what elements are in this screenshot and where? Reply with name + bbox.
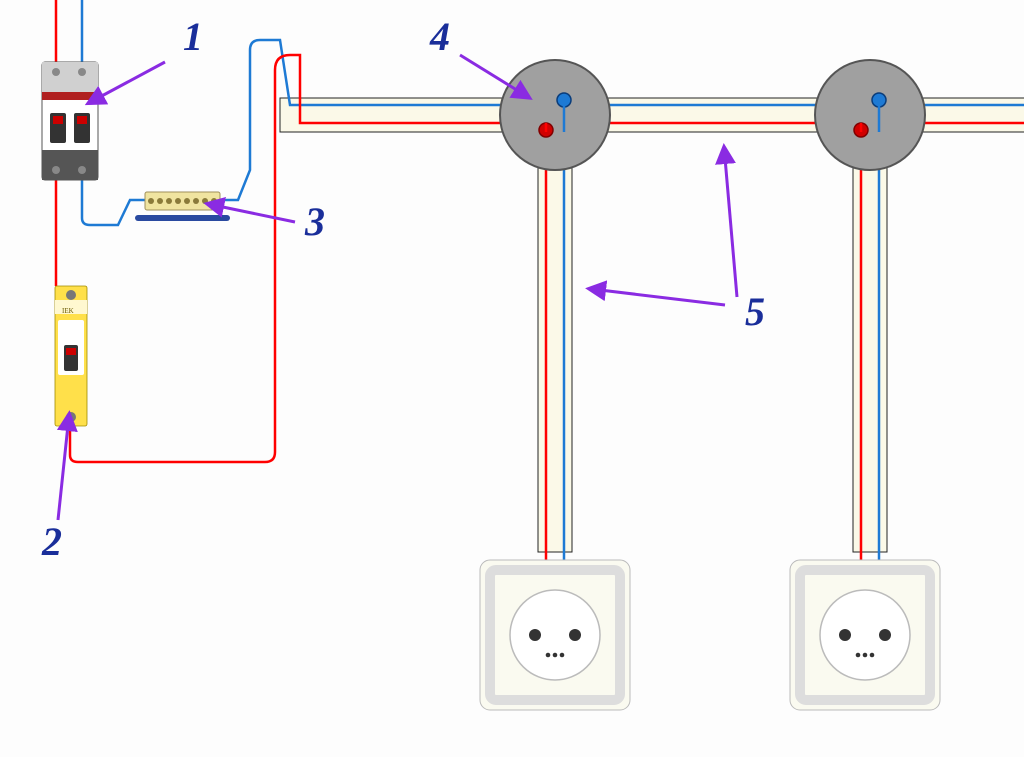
annotation-arrow-3 — [218, 206, 295, 222]
annotation-label-1: 1 — [183, 14, 203, 59]
annotation-arrow-5b — [600, 290, 725, 305]
outlet-2 — [790, 560, 940, 710]
outlet-1 — [480, 560, 630, 710]
annotation-label-3: 3 — [304, 199, 325, 244]
annotation-arrow-4 — [460, 55, 520, 92]
conduit-vertical-1 — [538, 132, 572, 552]
junction-box-1 — [500, 60, 610, 170]
annotation-label-4: 4 — [429, 14, 450, 59]
annotation-label-2: 2 — [41, 519, 62, 564]
branch-breaker-1pole: IEK — [55, 286, 87, 426]
annotation-arrow-2 — [58, 425, 68, 520]
annotation-label-5: 5 — [745, 289, 765, 334]
svg-text:IEK: IEK — [62, 307, 74, 315]
conduit-vertical-2 — [853, 132, 887, 552]
neutral-busbar — [135, 192, 230, 221]
annotation-arrow-1 — [98, 62, 165, 98]
wiring-diagram: IEK 1 — [0, 0, 1024, 757]
main-breaker-2pole — [42, 62, 98, 180]
junction-box-2 — [815, 60, 925, 170]
annotation-arrow-5a — [725, 158, 737, 297]
